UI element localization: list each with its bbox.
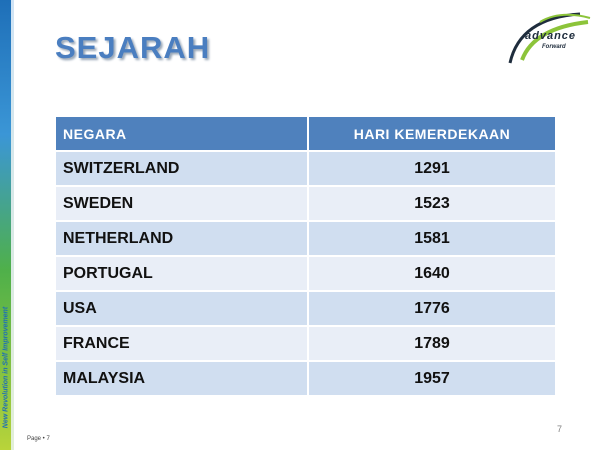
table-row: MALAYSIA 1957 — [56, 360, 555, 395]
table-row: SWITZERLAND 1291 — [56, 150, 555, 186]
side-tagline: New Revolution in Self Improvement — [2, 306, 10, 429]
table-row: FRANCE 1789 — [56, 325, 555, 361]
country-cell: SWEDEN — [56, 185, 309, 221]
table-row: NETHERLAND 1581 — [56, 220, 555, 256]
table-header-row: NEGARA HARI KEMERDEKAAN — [56, 117, 555, 151]
country-cell: USA — [56, 290, 309, 326]
slide-title: SEJARAH — [55, 30, 211, 65]
table-row: SWEDEN 1523 — [56, 185, 555, 221]
footer-page-label: Page • 7 — [27, 436, 50, 442]
year-cell: 1581 — [308, 220, 555, 256]
table-row: PORTUGAL 1640 — [56, 255, 555, 291]
logo-swoosh-icon — [508, 12, 591, 64]
year-cell: 1640 — [308, 255, 555, 291]
header-hari-kemerdekaan: HARI KEMERDEKAAN — [308, 117, 555, 151]
side-gradient-bar — [0, 0, 11, 450]
logo-text: advance — [525, 30, 577, 42]
year-cell: 1789 — [308, 325, 555, 361]
country-cell: FRANCE — [56, 325, 309, 361]
independence-table: NEGARA HARI KEMERDEKAAN SWITZERLAND 1291… — [56, 117, 555, 395]
year-cell: 1291 — [308, 150, 555, 186]
logo-subtext: Forward — [542, 44, 566, 50]
year-cell: 1957 — [308, 360, 555, 395]
year-cell: 1523 — [308, 185, 555, 221]
year-cell: 1776 — [308, 290, 555, 326]
country-cell: SWITZERLAND — [56, 150, 309, 186]
country-cell: MALAYSIA — [56, 360, 309, 395]
header-negara: NEGARA — [56, 117, 309, 151]
page-number: 7 — [557, 424, 563, 434]
country-cell: NETHERLAND — [56, 220, 309, 256]
table-row: USA 1776 — [56, 290, 555, 326]
side-light-bar — [11, 0, 14, 450]
country-cell: PORTUGAL — [56, 255, 309, 291]
